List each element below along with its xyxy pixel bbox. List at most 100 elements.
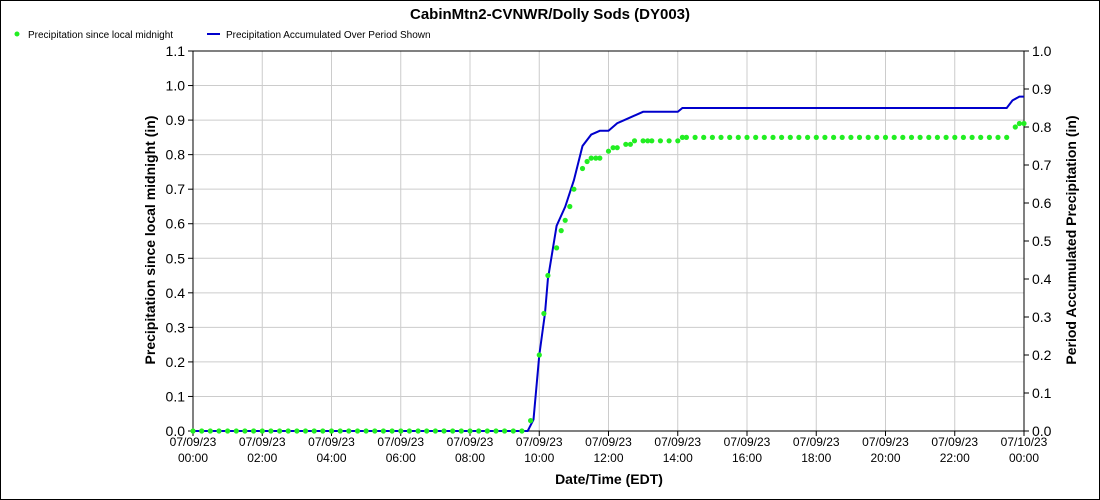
data-point: [441, 428, 447, 434]
data-point: [484, 428, 490, 434]
data-point: [225, 428, 231, 434]
legend: Precipitation since local midnight Preci…: [14, 30, 431, 41]
data-point: [969, 134, 975, 140]
data-point: [1004, 134, 1010, 140]
data-point: [779, 134, 785, 140]
y2-tick-label: 0.7: [1032, 157, 1052, 173]
y2-tick-label: 0.8: [1032, 119, 1052, 135]
x-axis-ticks: 07/09/23 00:00 07/09/23 02:00 07/09/23 04:00 0…: [170, 431, 1048, 465]
data-point: [649, 138, 655, 144]
y2-tick-label: 0.4: [1032, 271, 1052, 287]
x-tick-date: 07/09/23: [585, 435, 632, 449]
data-point: [1021, 120, 1027, 127]
data-point: [701, 134, 707, 140]
data-point: [605, 148, 612, 154]
data-point: [900, 134, 906, 140]
y-tick-label: 0.2: [166, 354, 186, 370]
data-point: [735, 134, 741, 140]
period-accumulated-series: [193, 95, 1024, 432]
data-point: [822, 134, 828, 140]
data-point: [683, 134, 690, 140]
y-tick-label: 0.3: [166, 319, 186, 335]
x-tick-date: 07/09/23: [724, 435, 771, 449]
data-point: [874, 134, 880, 140]
data-point: [541, 310, 547, 317]
data-point: [519, 428, 525, 434]
data-point: [398, 428, 404, 434]
x-axis-label: Date/Time (EDT): [555, 471, 663, 487]
data-point: [510, 428, 516, 434]
data-point: [389, 428, 395, 434]
data-point: [623, 141, 629, 147]
x-tick-date: 07/09/23: [239, 435, 286, 449]
data-point: [631, 138, 638, 144]
y-tick-label: 0.0: [166, 423, 186, 439]
data-point: [614, 145, 620, 151]
y2-tick-label: 0.5: [1032, 233, 1052, 249]
x-tick-time: 10:00: [524, 451, 554, 465]
data-point: [831, 134, 837, 140]
data-point: [424, 428, 430, 434]
data-point: [787, 134, 793, 140]
y2-axis-label: Period Accumulated Precipitation (in): [1063, 115, 1079, 364]
data-point: [450, 428, 456, 434]
data-point: [856, 134, 863, 140]
data-point: [567, 203, 573, 210]
data-point: [610, 145, 616, 151]
data-point: [865, 134, 871, 140]
data-point: [536, 352, 542, 358]
x-tick-date: 07/09/23: [793, 435, 840, 449]
x-tick-time: 12:00: [593, 451, 623, 465]
data-point: [328, 428, 335, 434]
data-point: [259, 428, 265, 434]
data-point: [753, 134, 759, 140]
y-tick-label: 0.1: [166, 388, 186, 404]
data-point: [571, 186, 577, 192]
data-point: [709, 134, 716, 140]
data-point: [597, 155, 603, 161]
data-point: [770, 134, 776, 140]
data-point: [839, 134, 845, 140]
x-tick-time: 22:00: [940, 451, 970, 465]
data-point: [986, 134, 993, 140]
y-tick-label: 0.9: [166, 112, 186, 128]
y-axis-label: Precipitation since local midnight (in): [142, 116, 158, 365]
x-tick-date: 07/09/23: [654, 435, 701, 449]
data-point: [199, 428, 205, 434]
data-point: [627, 141, 634, 147]
data-point: [363, 428, 369, 434]
series-line-path: [193, 95, 1024, 432]
data-point: [354, 428, 361, 434]
x-tick-time: 00:00: [178, 451, 208, 465]
chart-title: CabinMtn2-CVNWR/Dolly Sods (DY003): [410, 6, 690, 23]
x-tick-date: 07/09/23: [447, 435, 494, 449]
data-point: [207, 428, 213, 434]
data-point: [337, 428, 343, 434]
data-point: [645, 138, 651, 144]
x-tick-date: 07/09/23: [516, 435, 563, 449]
x-tick-date: 07/09/23: [377, 435, 424, 449]
data-point: [415, 428, 421, 434]
x-tick-time: 16:00: [732, 451, 762, 465]
y-tick-label: 0.5: [166, 250, 186, 266]
grid-lines: [193, 51, 1024, 431]
y-tick-label: 1.0: [166, 78, 186, 94]
data-point: [995, 134, 1001, 140]
y2-tick-label: 0.9: [1032, 81, 1052, 97]
x-tick-time: 02:00: [247, 451, 277, 465]
data-point: [978, 134, 984, 140]
x-tick-time: 00:00: [1009, 451, 1039, 465]
data-point: [1016, 120, 1023, 127]
data-point: [848, 134, 854, 140]
x-tick-time: 18:00: [801, 451, 831, 465]
x-tick-time: 14:00: [663, 451, 693, 465]
data-point: [934, 134, 941, 140]
data-point: [584, 158, 590, 165]
data-point: [458, 428, 464, 434]
data-point: [666, 138, 672, 144]
y2-tick-label: 0.2: [1032, 347, 1052, 363]
x-tick-date: 07/09/23: [308, 435, 355, 449]
data-point: [216, 428, 222, 434]
